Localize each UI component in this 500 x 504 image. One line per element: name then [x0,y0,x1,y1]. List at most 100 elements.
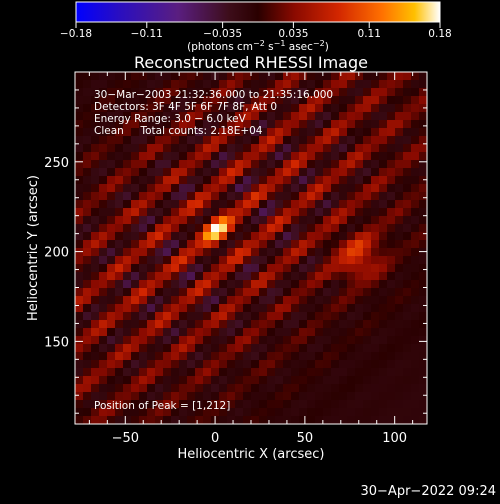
heatmap-cell [171,344,180,353]
heatmap-cell [219,272,228,281]
heatmap-cell [163,328,172,337]
heatmap-cell [203,176,212,185]
heatmap-cell [291,376,300,385]
heatmap-cell [299,368,308,377]
heatmap-cell [347,232,356,241]
heatmap-cell [75,152,84,161]
heatmap-cell [275,320,284,329]
heatmap-cell [163,360,172,369]
heatmap-cell [99,400,108,409]
heatmap-cell [155,144,164,153]
heatmap-cell [235,96,244,105]
heatmap-cell [363,248,372,257]
heatmap-cell [379,296,388,305]
heatmap-cell [243,128,252,137]
heatmap-cell [171,416,180,424]
heatmap-cell [395,352,404,361]
heatmap-cell [387,288,396,297]
heatmap-cell [171,88,180,97]
heatmap-cell [155,136,164,145]
heatmap-cell [179,344,188,353]
heatmap-cell [347,320,356,329]
heatmap-cell [187,224,196,233]
heatmap-cell [99,216,108,225]
heatmap-cell [147,128,156,137]
heatmap-cell [227,328,236,337]
heatmap-cell [235,336,244,345]
heatmap-cell [227,88,236,97]
heatmap-cell [291,296,300,305]
heatmap-cell [131,312,140,321]
heatmap-cell [251,248,260,257]
heatmap-cell [203,112,212,121]
heatmap-cell [131,88,140,97]
heatmap-cell [75,136,84,145]
heatmap-cell [395,280,404,289]
heatmap-cell [107,176,116,185]
heatmap-cell [131,160,140,169]
heatmap-cell [187,176,196,185]
heatmap-cell [347,344,356,353]
heatmap-cell [75,416,84,424]
heatmap-cell [75,200,84,209]
heatmap-cell [379,288,388,297]
heatmap-cell [195,224,204,233]
heatmap-cell [147,280,156,289]
heatmap-cell [139,232,148,241]
heatmap-cell [291,288,300,297]
heatmap-cell [267,296,276,305]
heatmap-cell [227,264,236,273]
heatmap-cell [387,128,396,137]
heatmap-cell [219,96,228,105]
heatmap-cell [155,200,164,209]
heatmap-cell [395,224,404,233]
heatmap-cell [243,176,252,185]
heatmap-cell [203,248,212,257]
heatmap-cell [339,120,348,129]
heatmap-cell [139,288,148,297]
heatmap-cell [379,80,388,89]
heatmap-cell [347,256,356,265]
heatmap-cell [395,152,404,161]
heatmap-cell [355,280,364,289]
heatmap-cell [203,400,212,409]
heatmap-cell [227,168,236,177]
heatmap-cell [83,296,92,305]
heatmap-cell [195,200,204,209]
heatmap-cell [331,256,340,265]
heatmap-cell [171,200,180,209]
heatmap-cell [99,152,108,161]
heatmap-cell [243,96,252,105]
heatmap-cell [283,120,292,129]
heatmap-cell [123,96,132,105]
heatmap-cell [235,288,244,297]
heatmap-cell [187,232,196,241]
heatmap-cell [171,240,180,249]
heatmap-cell [99,128,108,137]
heatmap-cell [211,256,220,265]
heatmap-cell [299,216,308,225]
heatmap-cell [411,208,420,217]
heatmap-cell [179,320,188,329]
heatmap-cell [163,112,172,121]
heatmap-cell [219,208,228,217]
heatmap-cell [99,336,108,345]
heatmap-cell [147,144,156,153]
heatmap-cell [315,208,324,217]
heatmap-cell [171,312,180,321]
heatmap-cell [275,344,284,353]
colorbar-tick-label: −0.11 [131,28,163,40]
heatmap-cell [347,224,356,233]
heatmap-cell [147,304,156,313]
heatmap-cell [291,120,300,129]
heatmap-cell [307,72,316,81]
heatmap-cell [163,384,172,393]
heatmap-cell [195,112,204,121]
heatmap-cell [75,400,84,409]
heatmap-cell [419,328,427,337]
heatmap-cell [99,120,108,129]
heatmap-cell [259,304,268,313]
heatmap-cell [123,248,132,257]
heatmap-cell [195,96,204,105]
heatmap-cell [259,288,268,297]
